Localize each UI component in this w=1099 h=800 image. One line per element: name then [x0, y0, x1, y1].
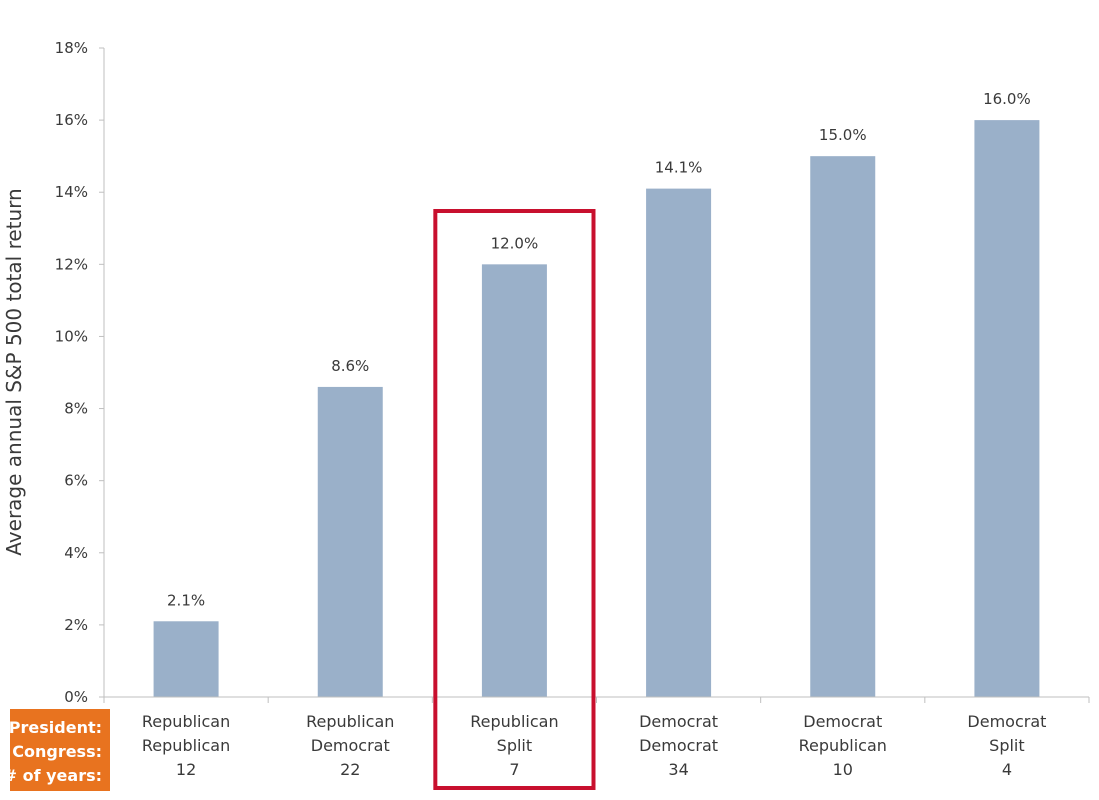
y-tick-label: 4% — [64, 544, 88, 562]
y-tick-label: 8% — [64, 400, 88, 418]
category-president-label: Republican — [470, 712, 558, 731]
bar — [481, 264, 547, 697]
bar — [646, 188, 712, 697]
row-labels: President: Congress: # of years: — [4, 709, 110, 791]
category-president-label: Republican — [142, 712, 230, 731]
y-tick-label: 12% — [55, 255, 88, 273]
y-tick-label: 18% — [55, 39, 88, 57]
category-president-label: Democrat — [967, 712, 1046, 731]
data-label: 8.6% — [331, 357, 369, 375]
data-label: 2.1% — [167, 591, 205, 609]
y-tick-label: 0% — [64, 688, 88, 706]
data-label: 15.0% — [819, 126, 867, 144]
category-years-label: 22 — [340, 760, 360, 779]
data-label: 12.0% — [491, 234, 539, 252]
row-label: Congress: — [12, 742, 102, 761]
category-years-label: 12 — [176, 760, 196, 779]
y-tick-label: 16% — [55, 111, 88, 129]
category-congress-label: Republican — [142, 736, 230, 755]
category-congress-label: Democrat — [639, 736, 718, 755]
y-axis: 0% 2% 4% 6% 8% 10% 12% 14% 16% 18% — [55, 39, 105, 706]
bar — [974, 120, 1040, 698]
category-years-label: 34 — [668, 760, 688, 779]
row-label: # of years: — [4, 766, 102, 785]
y-tick-label: 2% — [64, 616, 88, 634]
y-tick-label: 6% — [64, 472, 88, 490]
bars: 2.1% 8.6% 12.0% 14.1% 15.0% 16.0% — [153, 90, 1040, 698]
highlight-box — [433, 209, 596, 790]
y-tick-label: 10% — [55, 327, 88, 345]
highlight-box-layer — [433, 209, 596, 790]
category-years-label: 4 — [1002, 760, 1012, 779]
row-label-background — [10, 709, 110, 791]
row-label: President: — [9, 718, 102, 737]
bar — [153, 621, 219, 697]
y-tick-label: 14% — [55, 183, 88, 201]
category-president-label: Democrat — [803, 712, 882, 731]
bar — [810, 156, 876, 697]
category-congress-label: Split — [497, 736, 532, 755]
data-label: 16.0% — [983, 90, 1031, 108]
y-axis-label: Average annual S&P 500 total return — [2, 188, 26, 555]
category-years-label: 7 — [509, 760, 519, 779]
category-congress-label: Republican — [799, 736, 887, 755]
category-congress-label: Split — [989, 736, 1024, 755]
x-axis: Republican Republican 12 Republican Democrat… — [103, 696, 1090, 779]
data-label: 14.1% — [655, 159, 703, 177]
category-president-label: Democrat — [639, 712, 718, 731]
category-congress-label: Democrat — [311, 736, 390, 755]
category-president-label: Republican — [306, 712, 394, 731]
bar — [317, 386, 383, 697]
category-years-label: 10 — [833, 760, 853, 779]
